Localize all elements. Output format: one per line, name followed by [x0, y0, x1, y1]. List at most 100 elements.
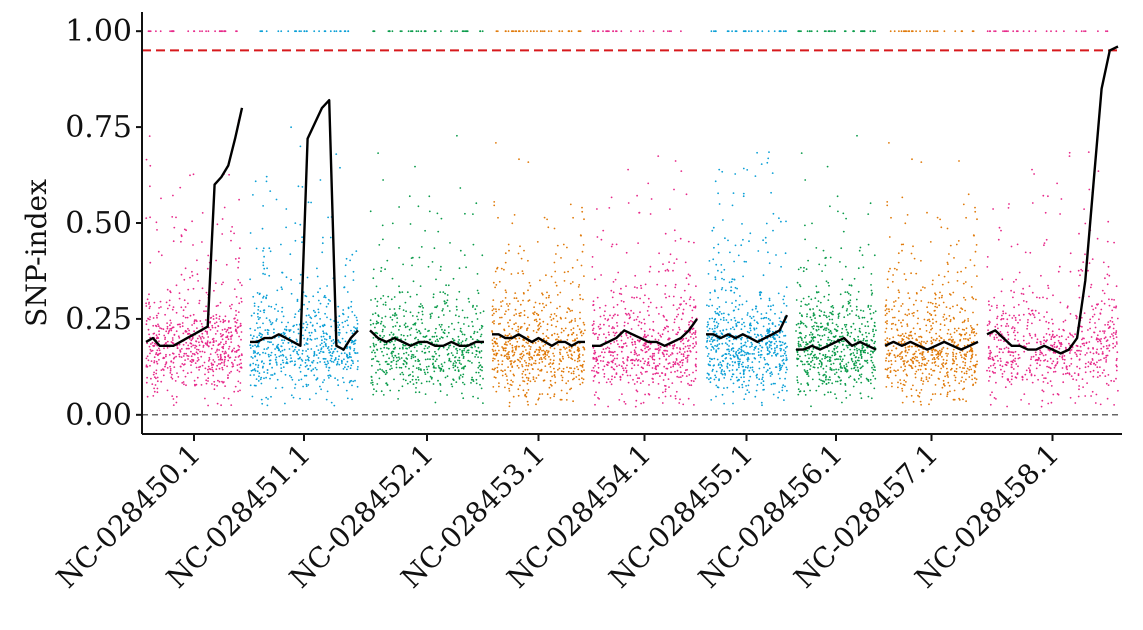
snp-point	[341, 337, 344, 340]
snp-point	[446, 299, 449, 302]
snp-point	[450, 352, 453, 354]
snp-point	[383, 346, 386, 349]
snp-point	[762, 239, 764, 242]
snp-point	[295, 338, 298, 341]
snp-point	[153, 376, 156, 378]
snp-point	[351, 398, 353, 401]
snp-point	[378, 377, 381, 380]
snp-point	[786, 345, 788, 348]
snp-point	[680, 170, 683, 173]
snp-point	[771, 172, 774, 175]
snp-point	[733, 260, 735, 263]
snp-point	[838, 335, 841, 338]
snp-point	[667, 325, 669, 328]
snp-point	[803, 390, 806, 393]
snp-point	[508, 333, 511, 335]
snp-point	[848, 313, 851, 315]
snp-point	[604, 318, 607, 320]
snp-point	[847, 361, 850, 364]
snp-point	[412, 323, 415, 326]
snp-point	[455, 361, 457, 364]
snp-point	[774, 325, 777, 328]
snp-point	[216, 364, 219, 367]
snp-point	[734, 319, 737, 322]
snp-point	[678, 307, 680, 309]
snp-point	[453, 345, 455, 348]
snp-point	[541, 293, 544, 296]
snp-point	[426, 358, 429, 360]
snp-point	[542, 332, 544, 335]
snp-point	[854, 345, 856, 348]
snp-point	[411, 371, 414, 373]
snp-point	[254, 180, 257, 183]
snp-point	[476, 350, 478, 353]
snp-point	[798, 284, 801, 286]
snp-point	[420, 30, 423, 33]
snp-point	[356, 327, 359, 329]
snp-point	[631, 362, 634, 365]
snp-point	[435, 278, 437, 281]
snp-point	[874, 369, 876, 371]
snp-point	[713, 320, 715, 323]
snp-point	[723, 312, 725, 315]
snp-point	[461, 352, 464, 354]
snp-point	[505, 310, 507, 313]
snp-point	[511, 222, 514, 225]
snp-point	[170, 376, 173, 379]
snp-point	[206, 333, 209, 335]
snp-point	[412, 280, 415, 283]
snp-point	[550, 324, 553, 327]
snp-point	[173, 333, 176, 336]
snp-point	[515, 30, 518, 33]
snp-point	[527, 259, 529, 262]
snp-point	[759, 294, 761, 297]
snp-point	[888, 338, 891, 340]
snp-point	[658, 313, 660, 315]
snp-point	[265, 376, 267, 379]
snp-point	[370, 376, 373, 378]
snp-point	[426, 371, 429, 374]
snp-point	[942, 362, 945, 364]
snp-point	[749, 346, 751, 348]
snp-point	[740, 363, 743, 366]
snp-point	[841, 340, 843, 343]
snp-point	[664, 284, 667, 287]
snp-point	[674, 286, 677, 289]
snp-point	[611, 296, 614, 299]
snp-point	[824, 257, 827, 259]
snp-point	[715, 349, 718, 352]
snp-point	[438, 324, 441, 326]
snp-point	[839, 379, 842, 382]
snp-point	[177, 335, 180, 338]
snp-point	[583, 347, 586, 350]
snp-point	[760, 317, 763, 320]
snp-point	[289, 360, 292, 363]
snp-point	[183, 299, 186, 302]
snp-point	[222, 318, 225, 321]
snp-point	[578, 356, 580, 359]
snp-point	[180, 306, 183, 309]
snp-point	[519, 245, 521, 248]
snp-point	[403, 324, 406, 326]
snp-point	[578, 30, 581, 33]
snp-point	[690, 384, 693, 387]
snp-point	[615, 331, 618, 334]
snp-point	[222, 345, 225, 348]
snp-point	[263, 377, 265, 380]
snp-point	[507, 366, 509, 368]
snp-point	[820, 379, 822, 382]
snp-point	[511, 349, 514, 352]
snp-point	[544, 343, 547, 346]
snp-point	[802, 297, 805, 300]
snp-point	[545, 304, 548, 307]
snp-point	[353, 339, 356, 342]
snp-point	[662, 379, 665, 381]
snp-point	[630, 30, 632, 33]
snp-point	[537, 340, 540, 343]
snp-point	[828, 376, 831, 378]
snp-point	[732, 402, 734, 405]
snp-point	[640, 402, 642, 405]
snp-point	[459, 374, 462, 377]
snp-point	[240, 338, 242, 341]
snp-point	[267, 398, 269, 400]
